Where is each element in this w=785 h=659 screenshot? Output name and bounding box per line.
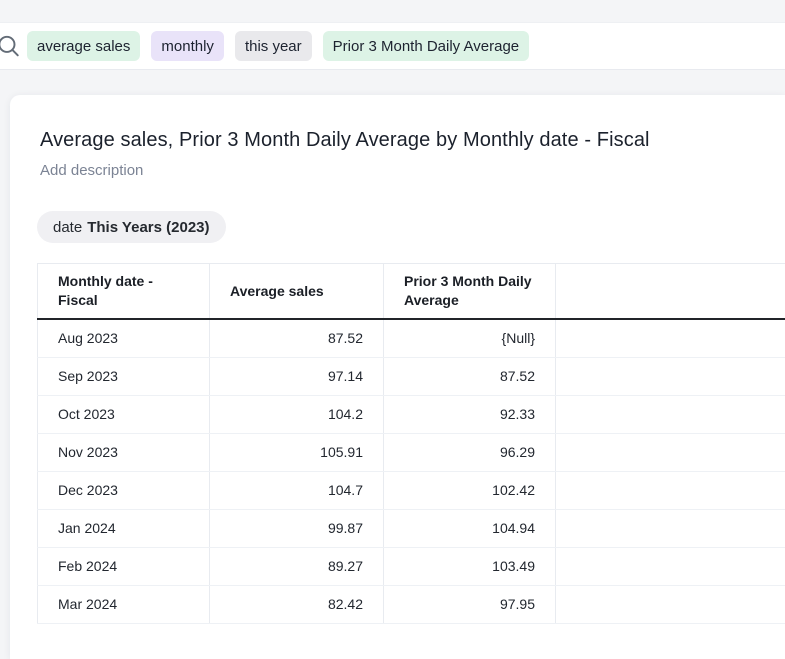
answer-title: Average sales, Prior 3 Month Daily Avera…	[40, 128, 785, 152]
search-token-average-sales[interactable]: average sales	[27, 31, 140, 61]
cell-prior-avg[interactable]: 92.33	[384, 395, 556, 433]
cell-average-sales[interactable]: 104.7	[210, 471, 384, 509]
answer-table: Monthly date - Fiscal Average sales Prio…	[37, 263, 785, 624]
table-row: Mar 2024 82.42 97.95	[38, 585, 785, 623]
filter-field-label: date	[53, 219, 82, 236]
table-row: Feb 2024 89.27 103.49	[38, 547, 785, 585]
column-header-monthly-date-fiscal[interactable]: Monthly date - Fiscal	[38, 264, 210, 320]
cell-average-sales[interactable]: 89.27	[210, 547, 384, 585]
cell-empty	[556, 433, 785, 471]
search-token-this-year[interactable]: this year	[235, 31, 312, 61]
search-token-monthly[interactable]: monthly	[151, 31, 224, 61]
cell-date[interactable]: Sep 2023	[38, 357, 210, 395]
cell-average-sales[interactable]: 87.52	[210, 319, 384, 357]
cell-prior-avg[interactable]: {Null}	[384, 319, 556, 357]
cell-date[interactable]: Jan 2024	[38, 509, 210, 547]
search-token-prior-3-month-daily-average[interactable]: Prior 3 Month Daily Average	[323, 31, 529, 61]
cell-prior-avg[interactable]: 104.94	[384, 509, 556, 547]
cell-empty	[556, 585, 785, 623]
table-row: Dec 2023 104.7 102.42	[38, 471, 785, 509]
cell-average-sales[interactable]: 82.42	[210, 585, 384, 623]
cell-prior-avg[interactable]: 102.42	[384, 471, 556, 509]
cell-date[interactable]: Mar 2024	[38, 585, 210, 623]
table-row: Sep 2023 97.14 87.52	[38, 357, 785, 395]
cell-average-sales[interactable]: 99.87	[210, 509, 384, 547]
filter-chip-row: date This Years (2023)	[37, 211, 785, 243]
cell-average-sales[interactable]: 104.2	[210, 395, 384, 433]
cell-empty	[556, 319, 785, 357]
cell-prior-avg[interactable]: 97.95	[384, 585, 556, 623]
cell-date[interactable]: Feb 2024	[38, 547, 210, 585]
cell-empty	[556, 547, 785, 585]
cell-empty	[556, 509, 785, 547]
cell-prior-avg[interactable]: 103.49	[384, 547, 556, 585]
filter-value-label: This Years (2023)	[87, 219, 209, 236]
cell-empty	[556, 471, 785, 509]
add-description-link[interactable]: Add description	[40, 162, 785, 180]
date-filter-chip[interactable]: date This Years (2023)	[37, 211, 226, 243]
cell-average-sales[interactable]: 105.91	[210, 433, 384, 471]
cell-average-sales[interactable]: 97.14	[210, 357, 384, 395]
cell-date[interactable]: Nov 2023	[38, 433, 210, 471]
cell-prior-avg[interactable]: 96.29	[384, 433, 556, 471]
search-icon	[0, 33, 21, 59]
table-row: Nov 2023 105.91 96.29	[38, 433, 785, 471]
cell-empty	[556, 357, 785, 395]
column-header-average-sales[interactable]: Average sales	[210, 264, 384, 320]
search-bar[interactable]: average sales monthly this year Prior 3 …	[0, 22, 785, 70]
cell-date[interactable]: Dec 2023	[38, 471, 210, 509]
table-row: Aug 2023 87.52 {Null}	[38, 319, 785, 357]
cell-empty	[556, 395, 785, 433]
table-header-row: Monthly date - Fiscal Average sales Prio…	[38, 264, 785, 320]
answer-card: Average sales, Prior 3 Month Daily Avera…	[10, 95, 785, 659]
cell-date[interactable]: Oct 2023	[38, 395, 210, 433]
column-header-empty	[556, 264, 785, 320]
answer-table-container: Monthly date - Fiscal Average sales Prio…	[37, 263, 785, 624]
column-header-prior-3-month-daily-average[interactable]: Prior 3 Month Daily Average	[384, 264, 556, 320]
table-row: Jan 2024 99.87 104.94	[38, 509, 785, 547]
cell-prior-avg[interactable]: 87.52	[384, 357, 556, 395]
cell-date[interactable]: Aug 2023	[38, 319, 210, 357]
table-row: Oct 2023 104.2 92.33	[38, 395, 785, 433]
